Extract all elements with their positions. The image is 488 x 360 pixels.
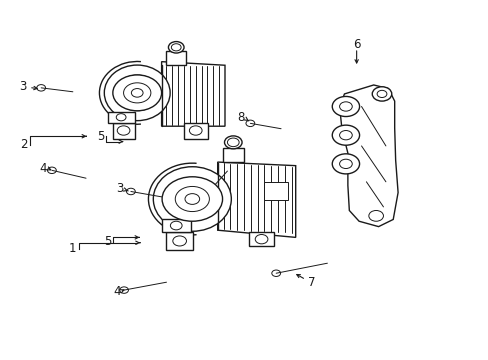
- Polygon shape: [217, 162, 295, 237]
- Circle shape: [113, 75, 161, 111]
- Polygon shape: [161, 62, 224, 126]
- Text: 6: 6: [352, 38, 360, 51]
- Polygon shape: [249, 232, 273, 246]
- Circle shape: [175, 186, 209, 212]
- Polygon shape: [183, 123, 207, 139]
- Circle shape: [162, 177, 222, 221]
- Polygon shape: [222, 148, 244, 162]
- Ellipse shape: [115, 75, 159, 111]
- Polygon shape: [161, 220, 190, 232]
- Text: 4: 4: [113, 285, 120, 298]
- Text: 1: 1: [69, 242, 77, 255]
- Text: 5: 5: [104, 235, 111, 248]
- Polygon shape: [113, 123, 135, 139]
- Text: 7: 7: [307, 276, 315, 289]
- Polygon shape: [108, 112, 135, 123]
- Text: 5: 5: [97, 130, 104, 143]
- Polygon shape: [264, 182, 288, 200]
- Text: 4: 4: [40, 162, 47, 175]
- Circle shape: [371, 87, 391, 101]
- Text: 8: 8: [236, 112, 244, 125]
- Polygon shape: [166, 232, 193, 250]
- Circle shape: [331, 125, 359, 145]
- Text: 2: 2: [20, 138, 28, 151]
- Text: 3: 3: [19, 80, 26, 93]
- Polygon shape: [166, 51, 185, 65]
- Circle shape: [168, 41, 183, 53]
- Ellipse shape: [104, 65, 170, 121]
- Circle shape: [331, 154, 359, 174]
- Circle shape: [331, 96, 359, 117]
- Circle shape: [123, 83, 151, 103]
- Ellipse shape: [165, 177, 219, 221]
- Ellipse shape: [153, 167, 231, 231]
- Circle shape: [224, 136, 242, 149]
- Polygon shape: [339, 85, 397, 226]
- Text: 3: 3: [116, 183, 123, 195]
